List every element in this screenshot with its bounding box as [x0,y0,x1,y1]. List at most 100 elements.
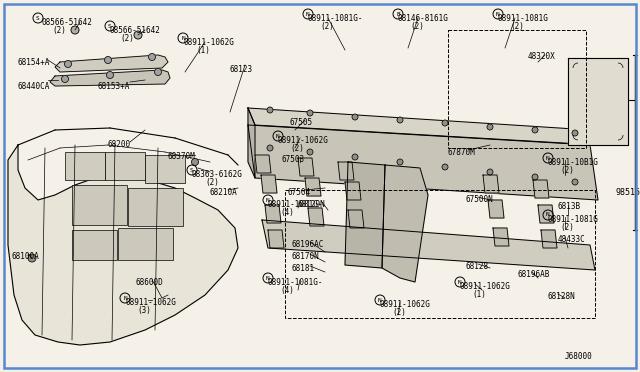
Text: 08911-1081G-: 08911-1081G- [268,278,323,287]
Text: 68600D: 68600D [135,278,163,287]
Circle shape [28,254,36,262]
Polygon shape [8,145,238,345]
Text: N: N [306,12,310,16]
Text: 08146-8161G: 08146-8161G [398,14,449,23]
Text: (4): (4) [280,286,294,295]
Polygon shape [533,180,549,198]
Bar [448,30,586,148]
Text: 08911-1062G: 08911-1062G [460,282,511,291]
Text: 48320X: 48320X [528,52,556,61]
Polygon shape [345,162,385,268]
Polygon shape [348,210,364,228]
Circle shape [352,114,358,120]
Polygon shape [568,58,628,145]
Bar [65,152,105,180]
Text: 08911-1081G: 08911-1081G [498,14,549,23]
Polygon shape [298,158,314,176]
Text: 68196AC: 68196AC [292,240,324,249]
Bar [72,185,127,225]
Polygon shape [248,108,255,178]
Circle shape [397,117,403,123]
Text: 08911-1062G: 08911-1062G [183,38,234,47]
Polygon shape [255,155,271,173]
Circle shape [191,158,198,166]
Polygon shape [382,165,428,282]
Circle shape [134,31,142,39]
Text: 67505: 67505 [290,118,313,127]
Circle shape [532,127,538,133]
Text: (2): (2) [560,166,574,175]
Text: 68123: 68123 [230,65,253,74]
Text: N: N [378,298,382,302]
Circle shape [65,61,72,67]
Text: J68000: J68000 [565,352,593,361]
Text: 68181: 68181 [292,264,315,273]
Text: 68210A: 68210A [210,188,237,197]
Polygon shape [541,230,557,248]
Text: (2): (2) [560,223,574,232]
Polygon shape [265,205,281,223]
Text: 68370M: 68370M [168,152,196,161]
Polygon shape [268,230,284,248]
Text: 08911-1062G: 08911-1062G [278,136,329,145]
Text: (2): (2) [410,22,424,31]
Text: 08566-51642: 08566-51642 [110,26,161,35]
Circle shape [267,145,273,151]
Text: N: N [266,276,270,280]
Text: 68128: 68128 [465,262,488,271]
Circle shape [487,124,493,130]
Text: 67870M: 67870M [448,148,476,157]
Text: 6813B: 6813B [558,202,581,211]
Text: (2): (2) [320,22,334,31]
Text: N: N [123,295,127,301]
Text: 67503: 67503 [282,155,305,164]
Text: 68128N: 68128N [548,292,576,301]
Circle shape [572,179,578,185]
Text: S: S [190,167,194,173]
Text: 08911-1081G-: 08911-1081G- [268,200,323,209]
Text: 68100A: 68100A [12,252,40,261]
Polygon shape [538,205,554,223]
Polygon shape [345,182,361,200]
Polygon shape [248,125,598,200]
Circle shape [106,71,113,78]
Circle shape [267,107,273,113]
Bar [145,155,185,183]
Circle shape [487,169,493,175]
Polygon shape [55,55,168,72]
Text: (4): (4) [280,208,294,217]
Polygon shape [338,162,354,180]
Text: (1): (1) [196,46,210,55]
Bar [105,152,145,180]
Text: 68153+A: 68153+A [98,82,131,91]
Text: N: N [266,198,270,202]
Text: S: S [108,23,112,29]
Text: S: S [36,16,40,20]
Circle shape [71,26,79,34]
Circle shape [442,164,448,170]
Text: 98515: 98515 [615,188,640,197]
Text: 68170N: 68170N [292,252,320,261]
Text: (2): (2) [392,308,406,317]
Circle shape [148,54,156,61]
Text: 48433C: 48433C [558,235,586,244]
Polygon shape [262,220,595,270]
Circle shape [352,154,358,160]
Bar [285,190,595,318]
Text: 68200: 68200 [108,140,131,149]
Circle shape [154,68,161,76]
Text: (2): (2) [52,26,66,35]
Text: (3): (3) [137,306,151,315]
Text: 08911-10B1G: 08911-10B1G [548,158,599,167]
Text: B: B [396,12,400,16]
Text: 68440CA: 68440CA [18,82,51,91]
Text: 08911-1081G-: 08911-1081G- [308,14,364,23]
Polygon shape [493,228,509,246]
Text: 08566-51642: 08566-51642 [42,18,93,27]
Text: 68154+A: 68154+A [18,58,51,67]
Circle shape [61,76,68,83]
Text: 08911-1081G: 08911-1081G [548,215,599,224]
Circle shape [442,120,448,126]
Circle shape [307,149,313,155]
Text: N: N [181,35,185,41]
